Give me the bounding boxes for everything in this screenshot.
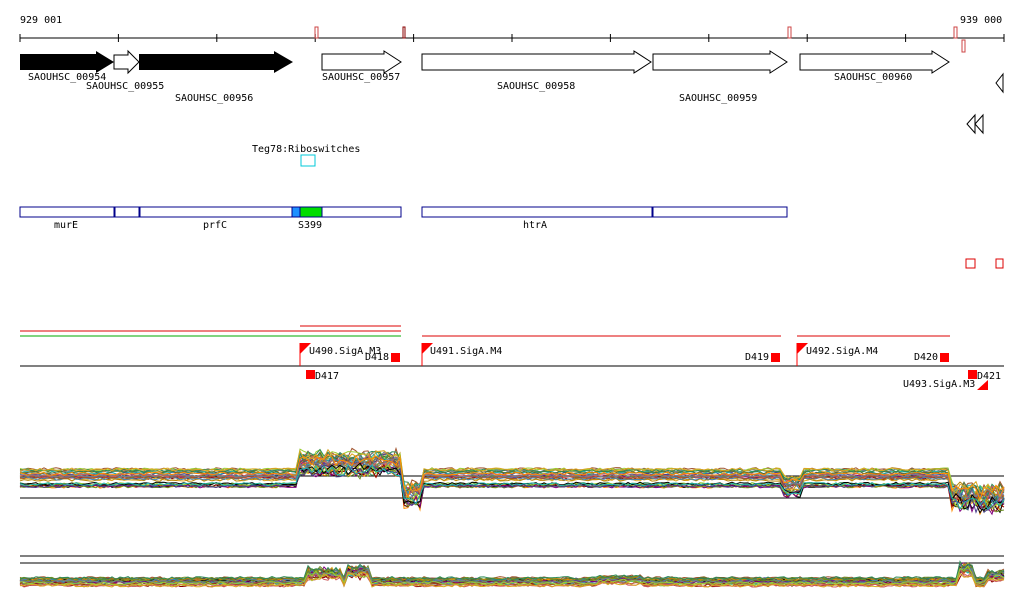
terminator-d421[interactable]: D421 — [968, 370, 1001, 382]
reverse-gene-arrow-icon — [995, 72, 1004, 94]
gene-saouhsc-00957[interactable]: SAOUHSC_00957 — [321, 50, 402, 83]
terminator-label: D420 — [914, 352, 938, 363]
gene-saouhsc-00955[interactable]: SAOUHSC_00955 — [86, 49, 164, 92]
terminator-label: D419 — [745, 352, 769, 363]
terminator-label: D421 — [977, 371, 1001, 382]
expression-track-upper — [19, 446, 1005, 516]
annotation-label: S399 — [298, 220, 322, 231]
ruler-end-label: 939 000 — [960, 15, 1002, 26]
gene-saouhsc-00960[interactable]: SAOUHSC_00960 — [799, 50, 950, 83]
riboswitch-feature[interactable]: Teg78:Riboswitches — [252, 144, 360, 167]
gene-label: SAOUHSC_00959 — [679, 93, 757, 104]
promoter-label: U492.SigA.M4 — [806, 346, 878, 357]
gene-track: SAOUHSC_00954 SAOUHSC_00955 SAOUHSC_0095… — [20, 49, 1004, 135]
annotation-S399[interactable] — [299, 206, 323, 218]
annotation-label: prfC — [203, 220, 227, 231]
gene-label: SAOUHSC_00957 — [322, 72, 400, 83]
promoter-u492[interactable]: U492.SigA.M4 — [796, 343, 878, 366]
annotation-label: htrA — [523, 220, 547, 231]
gene-label: SAOUHSC_00956 — [175, 93, 253, 104]
coordinate-ruler: 929 001 939 000 — [19, 15, 1005, 53]
annotation-box[interactable] — [321, 206, 402, 218]
terminator-d419[interactable]: D419 — [745, 352, 780, 363]
terminator-d418[interactable]: D418 — [365, 352, 400, 363]
annotation-htrA[interactable] — [421, 206, 653, 218]
reverse-gene-arrow-icon — [966, 113, 976, 135]
annotation-label: murE — [54, 220, 78, 231]
promoter-label: U491.SigA.M4 — [430, 346, 502, 357]
gene-saouhsc-00956[interactable]: SAOUHSC_00956 — [139, 51, 293, 104]
expression-track-lower — [19, 555, 1005, 588]
annotation-box[interactable] — [652, 206, 788, 218]
red-marker[interactable] — [995, 258, 1004, 269]
annotation-blue-block[interactable] — [291, 206, 301, 218]
promoter-u493[interactable]: U493.SigA.M3 — [903, 379, 988, 390]
promoter-u491[interactable]: U491.SigA.M4 — [421, 343, 502, 366]
terminator-d420[interactable]: D420 — [914, 352, 949, 363]
gene-label: SAOUHSC_00958 — [497, 81, 575, 92]
promoter-label: U490.SigA.M3 — [309, 346, 381, 357]
annotation-prfC[interactable] — [139, 206, 293, 218]
red-marker[interactable] — [965, 258, 976, 269]
gene-saouhsc-00958[interactable]: SAOUHSC_00958 — [421, 50, 652, 92]
annotation-box[interactable] — [114, 206, 140, 218]
terminator-d417[interactable]: D417 — [306, 370, 339, 382]
transcription-signal-track: U490.SigA.M3 U491.SigA.M4 U492.SigA.M4 U… — [20, 343, 1004, 390]
gene-saouhsc-00959[interactable]: SAOUHSC_00959 — [652, 50, 788, 104]
ruler-start-label: 929 001 — [20, 15, 62, 26]
annotation-murE[interactable] — [19, 206, 115, 218]
gene-saouhsc-00954[interactable]: SAOUHSC_00954 — [20, 51, 114, 83]
promoter-label: U493.SigA.M3 — [903, 379, 975, 390]
annotation-track: murE prfC S399 htrA — [19, 206, 1004, 269]
gene-label: SAOUHSC_00954 — [28, 72, 106, 83]
gene-label: SAOUHSC_00955 — [86, 81, 164, 92]
riboswitch-label: Teg78:Riboswitches — [252, 144, 360, 155]
operon-track — [20, 325, 950, 337]
promoter-u490[interactable]: U490.SigA.M3 — [299, 343, 381, 366]
gene-label: SAOUHSC_00960 — [834, 72, 912, 83]
reverse-gene-arrow-icon — [974, 113, 984, 135]
terminator-label: D418 — [365, 352, 389, 363]
terminator-label: D417 — [315, 371, 339, 382]
